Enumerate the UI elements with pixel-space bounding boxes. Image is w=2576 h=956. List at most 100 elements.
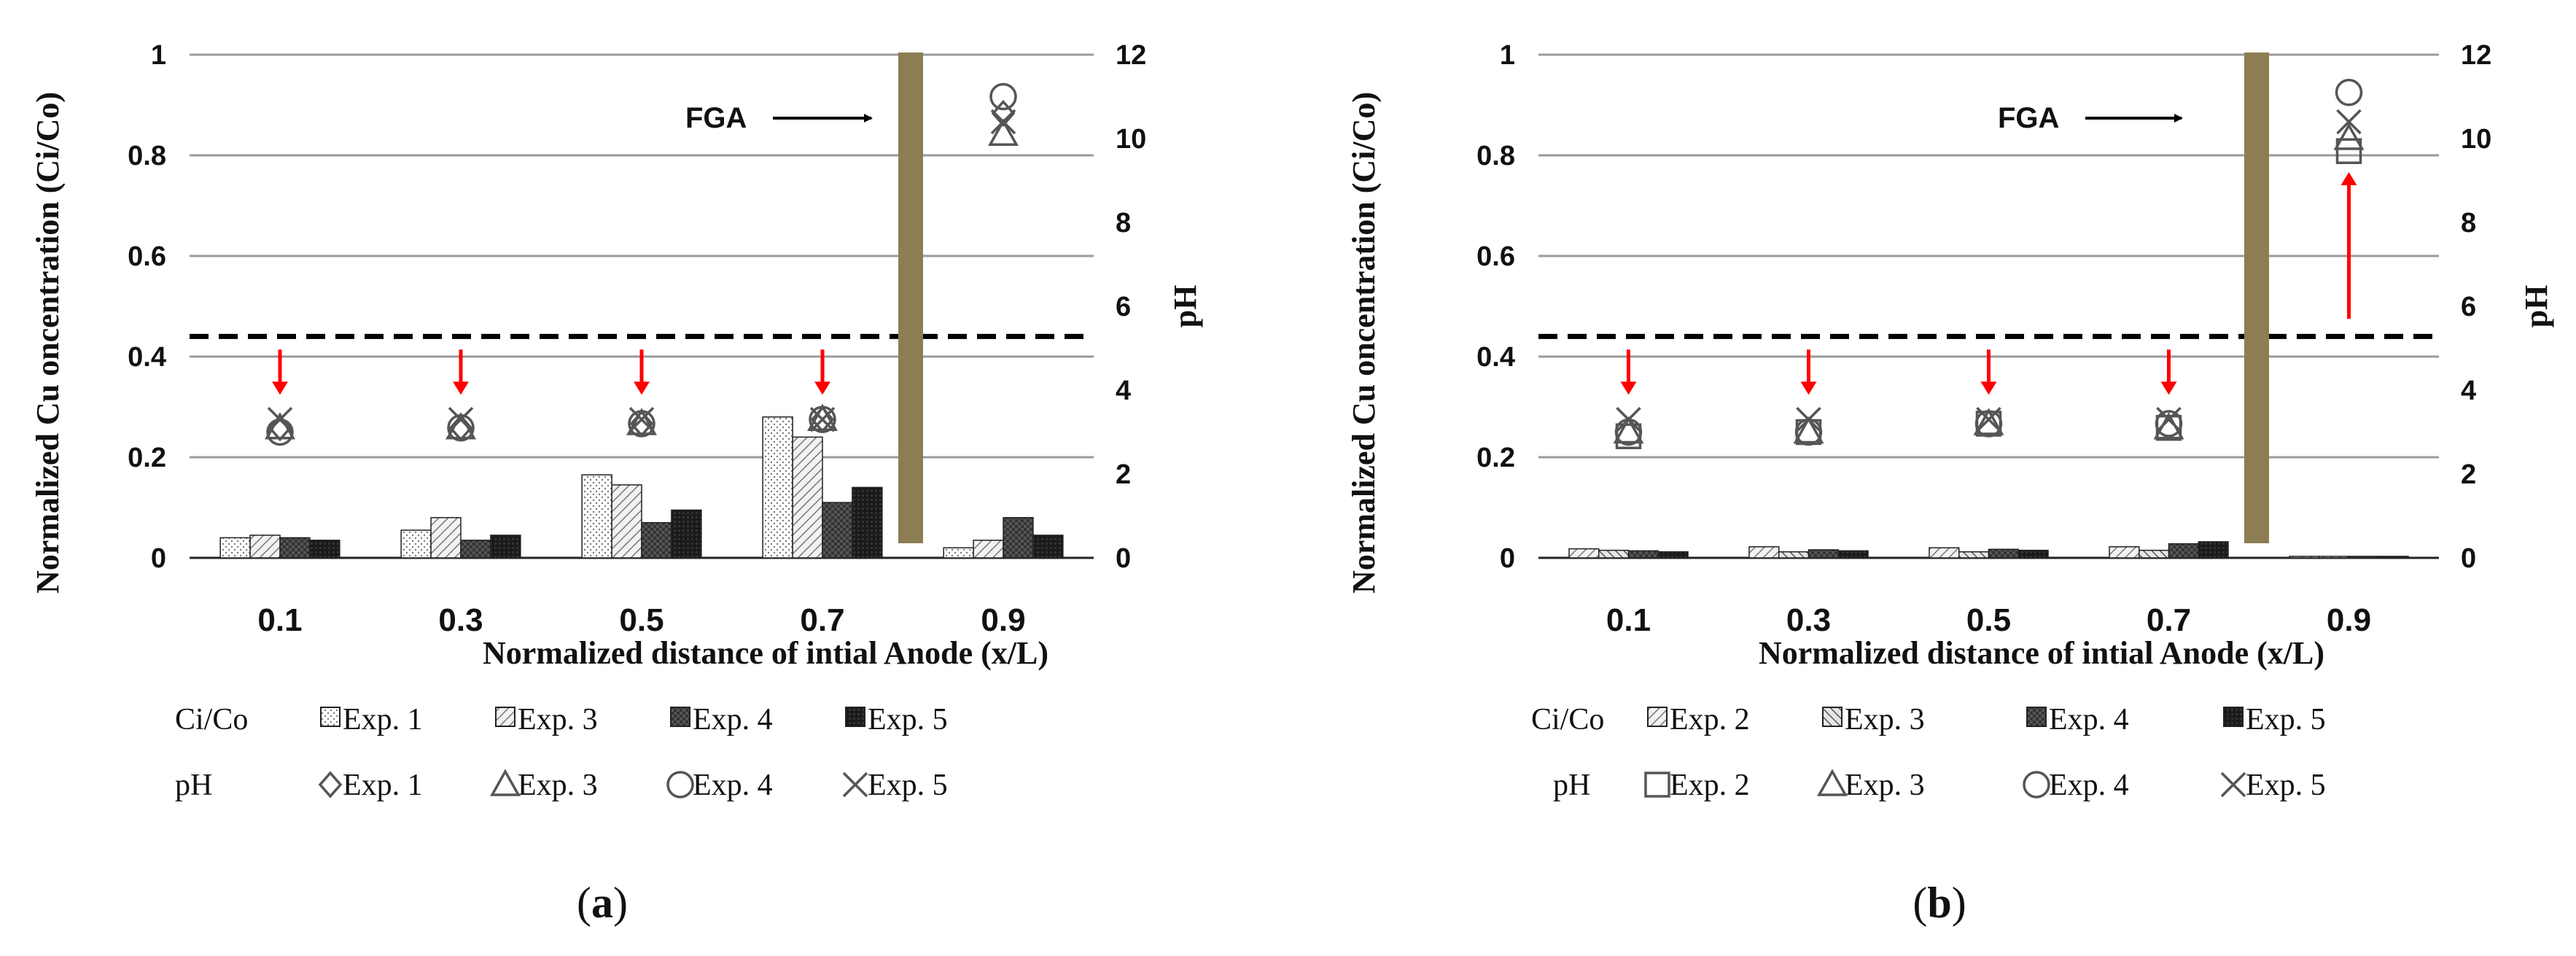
bar [2348, 556, 2380, 559]
ph-marker [809, 405, 836, 433]
bar [1958, 551, 1990, 559]
ph-marker [2023, 771, 2050, 798]
bar [2198, 541, 2229, 559]
ph-marker [1974, 410, 2003, 438]
bar [1808, 549, 1840, 559]
bar [641, 521, 672, 559]
bar [400, 529, 432, 559]
bar [611, 484, 642, 559]
ph-marker [628, 410, 655, 438]
y2-tick-label: 4 [1116, 376, 1131, 406]
ph-marker [1644, 772, 1670, 798]
legend-swatch [2223, 707, 2244, 727]
ph-marker [318, 771, 343, 798]
y-tick-label: 0.4 [1476, 342, 1515, 373]
y-tick-label: 0.8 [128, 141, 166, 171]
ph-marker [626, 408, 657, 435]
legend-ph-label: pH [175, 769, 212, 802]
x-tick-label: 0.5 [1966, 602, 2011, 638]
y2-tick-label: 10 [2461, 124, 2491, 155]
ph-marker [1616, 407, 1641, 432]
legend-ci-name: Exp. 4 [2049, 703, 2129, 737]
bar [2109, 546, 2140, 559]
bar [2289, 556, 2320, 559]
y2-tick-label: 4 [2461, 376, 2476, 406]
y2-tick-label: 8 [2461, 208, 2476, 238]
y2-tick-label: 2 [1116, 459, 1131, 490]
legend-ci-name: Exp. 2 [1670, 703, 1750, 737]
legend-ph-name: Exp. 5 [868, 769, 948, 802]
bar [1837, 550, 1869, 559]
bar [943, 547, 974, 559]
x-tick-label: 0.1 [257, 602, 302, 638]
x-tick-label: 0.9 [2327, 602, 2371, 638]
y-axis-label: Normalized Cu oncentration (Ci/Co) [30, 92, 66, 594]
ph-marker [2156, 407, 2182, 432]
fga-column [2244, 53, 2269, 543]
bar [852, 486, 883, 559]
y-tick-label: 0.2 [128, 443, 166, 473]
y-tick-label: 0 [151, 543, 166, 574]
bar [430, 517, 462, 559]
ph-marker [2336, 109, 2362, 135]
ph-marker [991, 99, 1016, 128]
legend-ph-name: Exp. 3 [1845, 769, 1925, 802]
fga-label: FGA [1998, 102, 2059, 134]
legend-swatch [320, 707, 341, 727]
y2-tick-label: 6 [2461, 292, 2476, 322]
bar [219, 537, 251, 559]
fga-label: FGA [685, 102, 747, 134]
bar [249, 535, 281, 559]
ph-marker [447, 414, 475, 442]
fga-column [898, 53, 923, 543]
bar [792, 436, 823, 559]
legend: Ci/Co pH Exp. 2 Exp. 3 Exp. 4 Exp. 5 Exp… [1531, 703, 2326, 802]
x-tick-label: 0.3 [1786, 602, 1831, 638]
red-arrowhead [2340, 172, 2357, 185]
y-tick-label: 0.4 [128, 342, 166, 373]
ph-marker [629, 407, 655, 432]
legend-swatch [1822, 707, 1842, 727]
bar [1988, 548, 2020, 559]
y2-tick-label: 12 [1116, 40, 1146, 71]
legend-swatch [2026, 707, 2047, 727]
bar [1627, 550, 1659, 559]
legend-ph-name: Exp. 2 [1670, 769, 1750, 802]
legend-ci-name: Exp. 3 [518, 703, 598, 737]
bar [490, 535, 521, 559]
ph-marker [448, 407, 474, 432]
bar [2318, 556, 2350, 559]
y2-tick-label: 0 [2461, 543, 2476, 574]
legend-ph-name: Exp. 4 [693, 769, 773, 802]
y-tick-label: 1 [151, 40, 166, 71]
legend-ci-label: Ci/Co [175, 703, 248, 737]
bar [1032, 535, 1064, 559]
bar [460, 540, 491, 559]
y-tick-label: 0.6 [1476, 241, 1515, 272]
red-arrowhead [1620, 381, 1637, 395]
y2-tick-label: 8 [1116, 208, 1131, 238]
red-arrowhead [272, 381, 288, 395]
legend-ph-name: Exp. 4 [2049, 769, 2129, 802]
x-axis-label: Normalized distance of intial Anode (x/L… [483, 635, 1048, 671]
legend-swatch [670, 707, 690, 727]
bar [2138, 549, 2170, 559]
ph-marker [988, 118, 1019, 146]
ph-marker [990, 109, 1016, 135]
ph-marker [989, 82, 1017, 111]
legend-ph-label: pH [1553, 769, 1590, 802]
x-axis-label: Normalized distance of intial Anode (x/L… [1759, 635, 2324, 671]
bar [2378, 556, 2409, 559]
x-tick-label: 0.3 [438, 602, 483, 638]
y2-tick-label: 2 [2461, 459, 2476, 490]
ph-marker [1796, 407, 1821, 432]
legend-swatch [845, 707, 865, 727]
legend-ci-name: Exp. 1 [343, 703, 423, 737]
bar [1929, 547, 1960, 559]
red-arrowhead [1980, 381, 1997, 395]
panel-label: (a) [577, 879, 628, 927]
legend-ph-name: Exp. 1 [343, 769, 423, 802]
bar [279, 537, 311, 559]
ph-marker [1817, 769, 1848, 796]
